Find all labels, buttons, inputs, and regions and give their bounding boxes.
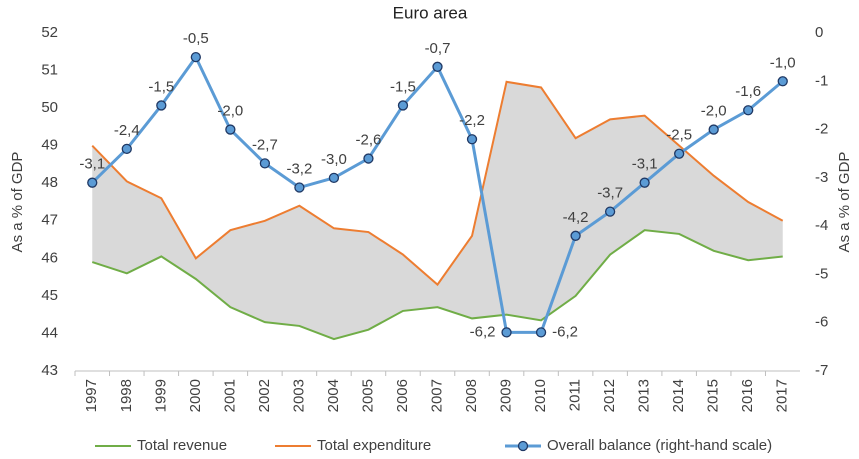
point	[294, 182, 305, 193]
data-label: -0,7	[425, 40, 451, 57]
y-tick-label: 44	[41, 324, 58, 341]
data-label: -2,4	[114, 122, 140, 139]
x-tick-label: 2015	[705, 379, 722, 412]
point	[777, 76, 788, 87]
x-tick-label: 2001	[221, 379, 238, 412]
x-tick-label: 2002	[256, 379, 273, 412]
y-tick-label: 51	[41, 62, 58, 79]
x-tick-label: 2000	[187, 379, 204, 412]
data-label: -1,6	[735, 83, 761, 100]
x-tick-label: 2006	[394, 379, 411, 412]
point	[535, 327, 547, 338]
y2-tick-label: -3	[815, 169, 828, 186]
x-tick-label: 2003	[290, 379, 307, 412]
point	[190, 51, 201, 63]
y-tick-label: 45	[41, 287, 58, 304]
point	[570, 230, 581, 241]
x-tick-label: 2017	[774, 379, 791, 412]
y2-tick-label: -1	[815, 72, 828, 89]
y2-tick-label: -7	[815, 362, 828, 379]
x-tick-label: 2004	[325, 379, 342, 412]
y2-tick-label: 0	[815, 24, 823, 41]
point	[328, 172, 340, 184]
y-tick-label: 50	[41, 99, 58, 116]
x-tick-label: 2016	[739, 379, 756, 412]
y-tick-label: 43	[41, 362, 58, 379]
x-tick-label: 2009	[498, 379, 515, 412]
data-label: -2,7	[252, 136, 278, 153]
y-tick-label: 46	[41, 249, 58, 266]
legend-marker	[517, 440, 529, 452]
x-tick-label: 2014	[670, 379, 687, 412]
data-label: -2,0	[217, 103, 243, 120]
point	[87, 177, 98, 188]
point	[259, 158, 271, 169]
data-label: -1,5	[148, 78, 174, 95]
y-tick-label: 49	[41, 137, 58, 154]
y-tick-label: 47	[41, 212, 58, 229]
point	[743, 105, 754, 116]
point	[397, 100, 409, 111]
data-label: -0,5	[183, 30, 209, 47]
point	[225, 124, 236, 135]
data-label: -2,0	[701, 103, 727, 120]
x-tick-label: 1998	[118, 379, 135, 412]
point	[363, 153, 374, 164]
x-tick-label: 2013	[636, 379, 653, 412]
x-tick-label: 2008	[463, 379, 480, 412]
y2-tick-label: -5	[815, 265, 828, 282]
data-label: -2,2	[459, 112, 485, 129]
data-label: -4,2	[563, 209, 589, 226]
data-label: -3,0	[321, 151, 347, 168]
x-tick-label: 2012	[601, 379, 618, 412]
data-label: -3,7	[597, 185, 623, 202]
y2-tick-label: -4	[815, 217, 828, 234]
data-label: -1,0	[770, 54, 796, 71]
point	[466, 134, 478, 145]
data-label: -1,5	[390, 78, 416, 95]
y2-tick-label: -6	[815, 314, 828, 331]
series-line	[91, 229, 783, 341]
x-tick-label: 2007	[428, 379, 445, 412]
data-label: -2,5	[666, 127, 692, 144]
y2-axis-title: As a % of GDP	[836, 152, 853, 253]
y-axis-title: As a % of GDP	[9, 152, 26, 253]
y-tick-label: 48	[41, 174, 58, 191]
data-label: -3,1	[632, 156, 658, 173]
series-line	[91, 80, 784, 287]
gap-area	[92, 81, 783, 340]
data-label: -2,6	[356, 132, 382, 149]
x-tick-label: 2005	[359, 379, 376, 412]
x-tick-label: 2010	[532, 379, 549, 412]
x-tick-label: 1997	[83, 379, 100, 412]
legend-label: Total expenditure	[317, 437, 431, 454]
x-tick-label: 2011	[567, 379, 584, 411]
legend-label: Overall balance (right-hand scale)	[547, 437, 772, 454]
point	[156, 100, 167, 111]
data-label: -3,1	[79, 156, 105, 173]
point	[604, 206, 616, 217]
point	[708, 124, 719, 135]
x-tick-label: 1999	[152, 379, 169, 412]
point	[501, 327, 512, 338]
point	[432, 61, 443, 72]
point	[639, 177, 650, 188]
legend-label: Total revenue	[137, 437, 227, 454]
data-label: -6,2	[470, 323, 496, 340]
data-label: -6,2	[552, 323, 578, 340]
point	[674, 148, 685, 159]
point	[121, 143, 132, 155]
y2-tick-label: -2	[815, 121, 828, 138]
chart-title: Euro area	[393, 3, 468, 22]
data-label: -3,2	[286, 160, 312, 177]
y-tick-label: 52	[41, 24, 58, 41]
